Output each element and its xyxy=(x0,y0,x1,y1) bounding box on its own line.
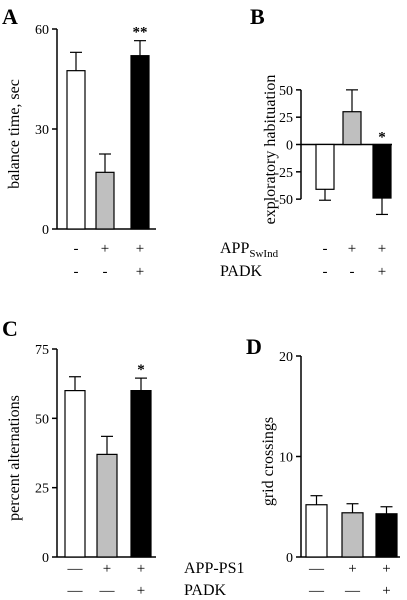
condition-b-0-1: + xyxy=(348,241,356,257)
y-tick-label-b-4: 50 xyxy=(279,84,293,99)
condition-c-0-2: + xyxy=(137,561,145,577)
condition-a-1-1: - xyxy=(103,264,108,280)
y-tick-label-a-2: 60 xyxy=(35,23,49,38)
panel-letter-c: C xyxy=(2,316,18,341)
panel-letter-a: A xyxy=(2,4,18,29)
row-name-padk-top: PADK xyxy=(220,263,263,280)
y-tick-label-c-1: 25 xyxy=(35,482,49,497)
bar-c-2 xyxy=(130,390,152,558)
bar-a-0 xyxy=(66,70,86,230)
panel-letter-b: B xyxy=(250,4,265,29)
y-tick-label-b-0: -50 xyxy=(274,193,293,208)
condition-c-1-1: — xyxy=(99,583,116,599)
bar-b-0 xyxy=(315,143,335,190)
condition-d-0-1: + xyxy=(348,561,356,577)
y-axis-label-a: balance time, sec xyxy=(6,79,23,189)
condition-a-1-2: + xyxy=(136,264,144,280)
bar-a-2 xyxy=(130,55,150,230)
condition-d-1-1: — xyxy=(344,583,361,599)
y-tick-label-b-3: 25 xyxy=(279,111,293,126)
y-axis-label-c: percent alternations xyxy=(6,395,23,521)
panel-letter-d: D xyxy=(246,334,262,359)
condition-a-0-0: - xyxy=(74,241,79,257)
chart-panel-a: 0 30 60 balance time, sec ** - + + - - + xyxy=(6,23,156,280)
y-axis-label-b: exploratory habituation xyxy=(262,75,279,225)
y-tick-label-c-3: 75 xyxy=(35,343,49,358)
condition-b-1-0: - xyxy=(323,264,328,280)
chart-panel-d: 0 10 20 grid crossings — + + — — + xyxy=(260,350,400,599)
y-tick-label-c-2: 50 xyxy=(35,412,49,427)
bar-c-1 xyxy=(96,453,118,558)
condition-d-0-2: + xyxy=(382,561,390,577)
condition-b-0-2: + xyxy=(378,241,386,257)
bar-d-0 xyxy=(305,504,328,558)
condition-b-0-0: - xyxy=(323,241,328,257)
y-axis-label-d: grid crossings xyxy=(260,417,277,506)
condition-c-1-2: + xyxy=(137,583,145,599)
y-tick-label-d-1: 10 xyxy=(279,451,293,466)
significance-mark-c-2: * xyxy=(137,362,145,378)
condition-d-1-0: — xyxy=(308,583,325,599)
y-tick-label-d-2: 20 xyxy=(279,350,293,365)
row-name-app-swind-main: APP xyxy=(220,240,249,257)
condition-c-0-0: — xyxy=(67,561,84,577)
condition-a-0-1: + xyxy=(101,241,109,257)
y-tick-label-a-1: 30 xyxy=(35,123,49,138)
y-tick-label-b-2: 0 xyxy=(286,139,293,154)
row-name-app-ps1: APP-PS1 xyxy=(184,560,244,577)
bar-d-2 xyxy=(375,513,398,558)
significance-mark-b-2: * xyxy=(378,130,386,146)
bar-d-1 xyxy=(341,512,364,558)
row-name-app-swind: APPSwInd xyxy=(220,240,279,260)
y-tick-label-d-0: 0 xyxy=(286,551,293,566)
row-name-padk-bottom: PADK xyxy=(184,582,227,599)
condition-d-0-0: — xyxy=(308,561,325,577)
y-tick-label-c-0: 0 xyxy=(42,551,49,566)
condition-c-0-1: + xyxy=(103,561,111,577)
y-tick-label-a-0: 0 xyxy=(42,223,49,238)
bar-b-1 xyxy=(342,111,362,146)
y-tick-label-b-1: -25 xyxy=(274,166,293,181)
condition-b-1-1: - xyxy=(350,264,355,280)
condition-d-1-2: + xyxy=(382,583,390,599)
condition-a-1-0: - xyxy=(74,264,79,280)
chart-panel-c: 0 25 50 75 percent alternations * — + + — — + xyxy=(6,343,156,599)
bar-c-0 xyxy=(64,390,86,558)
bar-b-2 xyxy=(372,143,392,199)
significance-mark-a-2: ** xyxy=(133,25,148,41)
bar-a-1 xyxy=(95,171,115,230)
condition-c-1-0: — xyxy=(67,583,84,599)
condition-b-1-2: + xyxy=(378,264,386,280)
row-name-app-swind-sub: SwInd xyxy=(249,248,278,260)
condition-a-0-2: + xyxy=(136,241,144,257)
